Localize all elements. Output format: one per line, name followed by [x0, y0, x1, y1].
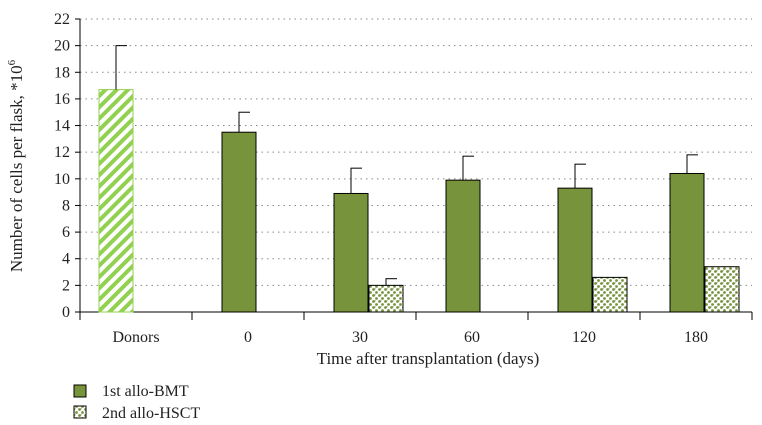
grid-lines: [80, 18, 752, 286]
x-tick-label: 30: [352, 329, 368, 346]
bars: [98, 89, 740, 313]
error-bars: [115, 45, 698, 286]
x-tick-label: 0: [244, 329, 252, 346]
legend-label-2nd-allo-hsct: 2nd allo-HSCT: [102, 405, 200, 422]
legend-swatch-2nd-allo-hsct: [73, 405, 87, 419]
y-tick-label: 22: [54, 11, 70, 28]
bar-1st-allo-bmt: [669, 172, 705, 313]
x-tick-label: Donors: [112, 329, 159, 346]
bar-2nd-allo-hsct: [704, 266, 740, 313]
y-axis-label: Number of cells per flask, *106: [6, 59, 26, 272]
y-tick-label: 20: [54, 38, 70, 55]
y-tick-label: 16: [54, 91, 70, 108]
bar-2nd-allo-hsct: [592, 276, 628, 313]
bar-1st-allo-bmt: [221, 131, 257, 313]
legend-label-1st-allo-bmt: 1st allo-BMT: [102, 383, 189, 400]
axes: [75, 18, 753, 320]
y-tick-label: 10: [54, 171, 70, 188]
bar-1st-allo-bmt: [557, 187, 593, 313]
legend-swatch-1st-allo-bmt: [73, 384, 87, 398]
tick-labels: 0 2 4 6 8 10 12 14 16 18 20 22 Donors 0 30 60 120 180: [54, 11, 708, 346]
y-tick-label: 0: [62, 304, 70, 321]
y-tick-label: 6: [62, 224, 70, 241]
bar-donors: [98, 89, 134, 313]
x-tick-label: 120: [572, 329, 596, 346]
y-tick-label: 18: [54, 64, 70, 81]
x-axis-label: Time after transplantation (days): [317, 349, 540, 368]
x-tick-label: 180: [684, 329, 708, 346]
y-tick-label: 14: [54, 118, 70, 135]
bar-2nd-allo-hsct: [368, 284, 404, 313]
y-tick-label: 2: [62, 277, 70, 294]
bar-1st-allo-bmt: [333, 192, 369, 313]
y-tick-label: 12: [54, 144, 70, 161]
legend: 1st allo-BMT 2nd allo-HSCT: [73, 383, 200, 422]
y-tick-label: 4: [62, 251, 70, 268]
x-tick-label: 60: [464, 329, 480, 346]
y-tick-label: 8: [62, 197, 70, 214]
bar-1st-allo-bmt: [445, 179, 481, 313]
